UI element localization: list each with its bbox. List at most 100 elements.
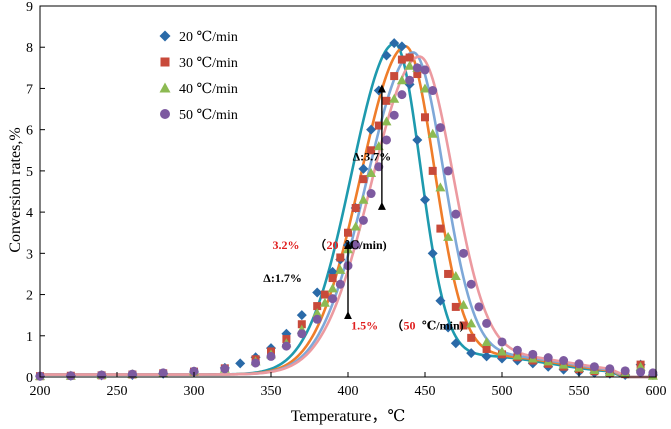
point-series-2-26 xyxy=(428,166,437,175)
data-points xyxy=(35,38,658,382)
point-series-4-20 xyxy=(389,110,399,120)
point-series-4-8 xyxy=(266,351,276,361)
point-series-4-41 xyxy=(620,366,630,376)
point-series-2-25 xyxy=(421,113,429,122)
annotation-pct-15-rate-open: （ xyxy=(391,317,403,332)
point-series-4-26 xyxy=(435,123,445,133)
point-series-2-24 xyxy=(413,70,422,79)
point-series-3-17 xyxy=(358,194,369,204)
point-series-2-21 xyxy=(390,72,399,81)
point-series-2-11 xyxy=(313,302,322,311)
point-series-4-16 xyxy=(358,215,368,225)
y-tick-label-5: 5 xyxy=(26,165,33,180)
point-series-2-13 xyxy=(328,274,337,283)
point-series-4-6 xyxy=(220,364,230,374)
legend-label-3: 40 ℃/min xyxy=(179,82,238,97)
point-series-3-18 xyxy=(366,167,377,177)
point-series-1-24 xyxy=(412,134,423,145)
legend-marker-2 xyxy=(160,57,170,67)
legend-marker-4 xyxy=(160,109,170,119)
y-tick-label-4: 4 xyxy=(26,206,33,221)
point-series-4-15 xyxy=(351,240,361,250)
annotation-pct-32-rate-unit: ℃/min) xyxy=(345,238,387,252)
point-series-4-39 xyxy=(589,362,599,372)
point-series-2-29 xyxy=(451,302,460,311)
x-tick-label-450: 450 xyxy=(415,384,436,399)
point-series-3-13 xyxy=(327,283,338,293)
axes: 200 250 300 350 400 450 500 550 600 0 1 2 3 4 5 6 7 8 9 xyxy=(26,0,667,399)
x-tick-label-350: 350 xyxy=(261,384,282,399)
x-tick-label-250: 250 xyxy=(107,384,128,399)
point-series-3-29 xyxy=(450,271,461,281)
x-tick-label-550: 550 xyxy=(569,384,590,399)
legend: 20 ℃/min 30 ℃/min 40 ℃/min 50 ℃/min xyxy=(159,30,238,123)
point-series-4-4 xyxy=(158,368,168,378)
point-series-1-18 xyxy=(366,124,377,135)
point-series-1-26 xyxy=(427,248,438,259)
y-tick-label-8: 8 xyxy=(26,41,33,56)
point-series-3-16 xyxy=(350,221,361,231)
point-series-4-10 xyxy=(297,329,307,339)
point-series-1-22 xyxy=(396,41,407,52)
point-series-1-31 xyxy=(481,351,492,362)
y-tick-label-9: 9 xyxy=(26,0,33,15)
point-series-3-27 xyxy=(435,182,446,192)
legend-label-1: 20 ℃/min xyxy=(179,30,238,45)
point-series-1-25 xyxy=(420,194,430,205)
point-series-4-35 xyxy=(528,349,538,359)
point-series-3-23 xyxy=(404,60,415,70)
point-series-2-18 xyxy=(367,146,376,155)
point-series-3-28 xyxy=(443,231,454,241)
point-series-3-30 xyxy=(458,299,469,309)
point-series-1-28 xyxy=(443,322,454,333)
x-tick-label-300: 300 xyxy=(184,384,205,399)
point-series-4-5 xyxy=(189,366,199,376)
annotation-delta-37: Δ:3.7% xyxy=(353,149,392,163)
point-series-4-37 xyxy=(559,356,569,366)
point-series-4-23 xyxy=(412,63,422,73)
point-series-2-30 xyxy=(459,321,468,330)
point-series-3-26 xyxy=(427,128,438,138)
annotations: Δ:3.7%3.2% （20 ℃/min)Δ:1.7%1.5% （50 ℃/min) xyxy=(263,84,464,332)
point-series-2-17 xyxy=(359,175,368,184)
x-tick-label-400: 400 xyxy=(338,384,359,399)
legend-marker-3 xyxy=(159,82,171,93)
point-series-2-28 xyxy=(444,269,453,278)
point-series-3-34 xyxy=(512,350,523,360)
point-series-4-28 xyxy=(451,209,461,219)
y-axis-label: Conversion rates,% xyxy=(7,127,24,252)
annotation-pct-15-rate-num: 50 xyxy=(403,318,415,332)
point-series-1-21 xyxy=(389,38,400,49)
point-series-2-16 xyxy=(351,203,360,212)
point-series-3-25 xyxy=(420,83,430,93)
point-series-2-27 xyxy=(436,224,445,233)
x-tick-label-600: 600 xyxy=(646,384,667,399)
point-series-4-30 xyxy=(466,279,476,289)
point-series-4-33 xyxy=(497,337,507,347)
point-series-4-11 xyxy=(312,314,322,324)
point-series-3-33 xyxy=(497,346,507,356)
point-series-4-32 xyxy=(482,318,492,328)
annotation-pct-15-rate-unit: ℃/min) xyxy=(422,318,464,332)
legend-label-4: 50 ℃/min xyxy=(179,108,238,123)
y-tick-label-1: 1 xyxy=(26,330,33,345)
x-axis-label: Temperature，℃ xyxy=(291,408,406,425)
point-series-4-1 xyxy=(66,371,76,381)
y-tick-label-7: 7 xyxy=(26,82,33,97)
point-series-4-25 xyxy=(428,86,438,96)
point-series-4-22 xyxy=(405,75,415,85)
point-series-1-30 xyxy=(466,348,477,359)
point-series-4-36 xyxy=(543,353,553,363)
point-series-4-24 xyxy=(420,65,430,75)
point-series-4-13 xyxy=(335,279,345,289)
point-series-1-29 xyxy=(450,338,461,349)
x-tick-label-200: 200 xyxy=(30,384,51,399)
point-series-1-7 xyxy=(235,358,246,369)
point-series-2-23 xyxy=(405,53,414,62)
y-tick-label-3: 3 xyxy=(26,247,33,262)
point-series-2-14 xyxy=(336,253,345,262)
annotation-pct-15-value: 1.5% xyxy=(351,318,378,332)
point-series-2-15 xyxy=(344,228,352,237)
point-series-2-20 xyxy=(382,96,391,105)
